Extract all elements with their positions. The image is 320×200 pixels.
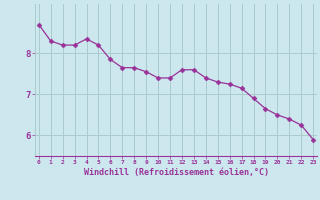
X-axis label: Windchill (Refroidissement éolien,°C): Windchill (Refroidissement éolien,°C): [84, 168, 268, 177]
